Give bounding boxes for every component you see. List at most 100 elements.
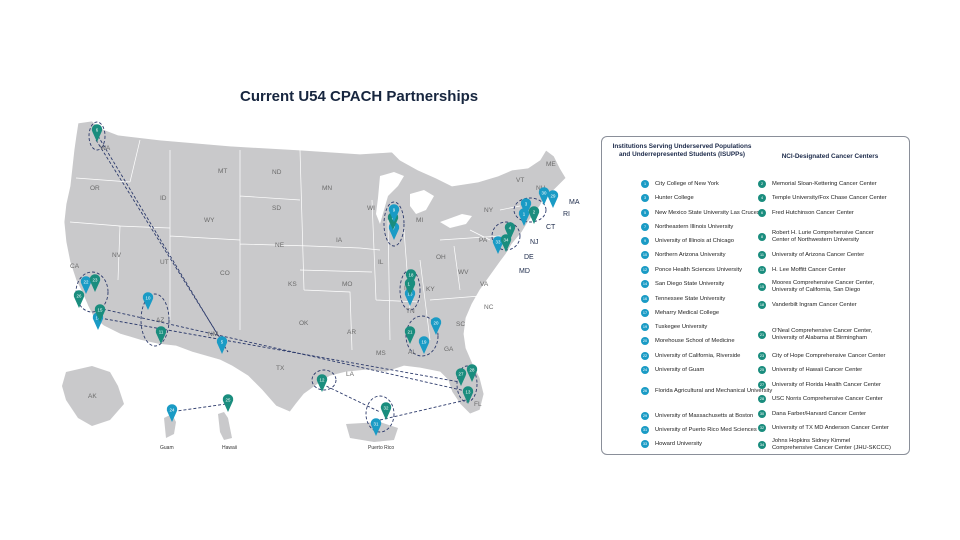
map-pin-31[interactable]: 31 [370,418,382,436]
legend-number-badge: 22 [641,352,649,360]
state-label: NV [112,252,122,259]
map-pin-26[interactable]: 26 [73,290,85,308]
map-pin-number: 5 [221,340,224,345]
legend-number-badge: 6 [758,209,766,217]
map-pin-number: 27 [459,372,464,377]
map-pin-32[interactable]: 32 [380,402,392,420]
map-pin-marker [89,274,101,292]
page-title: Current U54 CPACH Partnerships [240,88,479,105]
state-label: ND [272,169,282,176]
map-pin-10[interactable]: 10 [142,292,154,310]
map-pin-number: 32 [384,406,389,411]
legend-number-badge: 3 [641,194,649,202]
state-label: KY [426,286,435,293]
legend-label: University of Guam [655,366,705,373]
legend-row: 9 University of Illinois at Chicago [641,237,775,245]
state-label: MT [218,168,227,175]
legend-label: Hunter College [655,194,694,201]
legend-panel: Institutions Serving Underserved Populat… [601,136,910,455]
map-pin-marker [370,418,382,436]
map-pin-29[interactable]: 29 [547,190,559,208]
map-pin-25[interactable]: 25 [222,394,234,412]
map-pin-18[interactable]: 18 [405,269,417,287]
state-label: WV [458,269,469,276]
legend-row: 10 Northern Arizona University [641,251,775,259]
map-pin-11[interactable]: 11 [155,326,167,344]
legend-number-badge: 32 [758,424,766,432]
state-label: VA [480,281,489,288]
map-pin-marker [94,304,106,322]
partnership-links [75,121,547,433]
legend-number-badge: 31 [641,426,649,434]
map-pin-7[interactable]: 7 [388,222,400,240]
map-pin-12[interactable]: 12 [316,374,328,392]
legend-label: University of Puerto Rico Med Sciences [655,426,757,433]
map-pin-marker [520,198,532,216]
hawaii [218,412,232,440]
map-pin-27[interactable]: 27 [455,368,467,386]
map-pin-4[interactable]: 4 [504,222,516,240]
legend-number-badge: 10 [641,251,649,259]
alaska [62,366,124,426]
legend-label: Meharry Medical College [655,309,720,316]
legend-number-badge: 27 [758,381,766,389]
map-pin-34[interactable]: 34 [500,234,512,252]
map-pin-number: 34 [504,238,509,243]
map-pin-6[interactable]: 6 [91,124,103,142]
outside-label: CT [546,224,556,231]
legend-row: 24 University of Guam [641,366,775,374]
legend-number-badge: 8 [758,232,766,241]
map-pin-5[interactable]: 5 [216,336,228,354]
legend-number-badge: 34 [758,440,766,449]
state-label: AZ [156,317,164,324]
map-pin-21[interactable]: 21 [404,326,416,344]
map-pin-9[interactable]: 9 [388,204,400,222]
great-lakes [376,172,472,228]
map-pin-19[interactable]: 19 [418,336,430,354]
map-pin-2[interactable]: 2 [528,206,540,224]
map-pin-20[interactable]: 20 [430,317,442,335]
state-label: NE [275,242,285,249]
state-label: AR [347,329,356,336]
map-pin-number: 22 [84,280,89,285]
map-pin-28[interactable]: 28 [466,364,478,382]
state-label: UT [160,259,169,266]
legend-number-badge: 28 [758,395,766,403]
map-pin-number: 15 [98,308,103,313]
legend-row: 17 Meharry Medical College [641,309,775,317]
map-pin-3[interactable]: 3 [520,198,532,216]
map-pin-number: 7 [393,226,396,231]
map-pin-22[interactable]: 22 [80,276,92,294]
state-label: NM [208,331,218,338]
map-pin-marker [547,190,559,208]
map-pin-marker [538,187,550,205]
map-pin-number: 26 [77,294,82,299]
legend-label: University of Florida Health Cancer Cent… [772,381,881,388]
legend-label: O'Neal Comprehensive Cancer Center, Univ… [772,328,873,341]
legend-row: 19 Tuskegee University [641,323,775,331]
legend-number-badge: 24 [641,366,649,374]
map-pin-23[interactable]: 23 [89,274,101,292]
map-pin-number: 31 [374,422,379,427]
legend-label: Northern Arizona University [655,251,726,258]
map-pin-24[interactable]: 24 [166,404,178,422]
legend-row: 27 University of Florida Health Cancer Ce… [758,381,892,389]
legend-row: 25 University of Hawaii Cancer Center [758,366,892,374]
guam [164,414,176,438]
state-label: MN [322,185,332,192]
map-pin-33[interactable]: 33 [492,236,504,254]
legend-number-badge: 15 [758,282,766,291]
map-pin-13[interactable]: 13 [462,386,474,404]
legend-row: 18 Vanderbilt Ingram Cancer Center [758,301,892,309]
state-label: AL [408,349,416,356]
legend-number-badge: 13 [758,266,766,274]
map-pin-number: 2 [533,210,536,215]
legend-label: University of Hawaii Cancer Center [772,366,863,373]
map-pin-number: 29 [551,194,556,199]
map-pin-30[interactable]: 30 [538,187,550,205]
legend-label: Moores Comprehensive Cancer Center, Univ… [772,280,875,293]
map-pin-15[interactable]: 15 [94,304,106,322]
legend-label: University of TX MD Anderson Cancer Cent… [772,424,889,431]
legend-label: University of Illinois at Chicago [655,237,734,244]
state-label: MI [416,217,423,224]
